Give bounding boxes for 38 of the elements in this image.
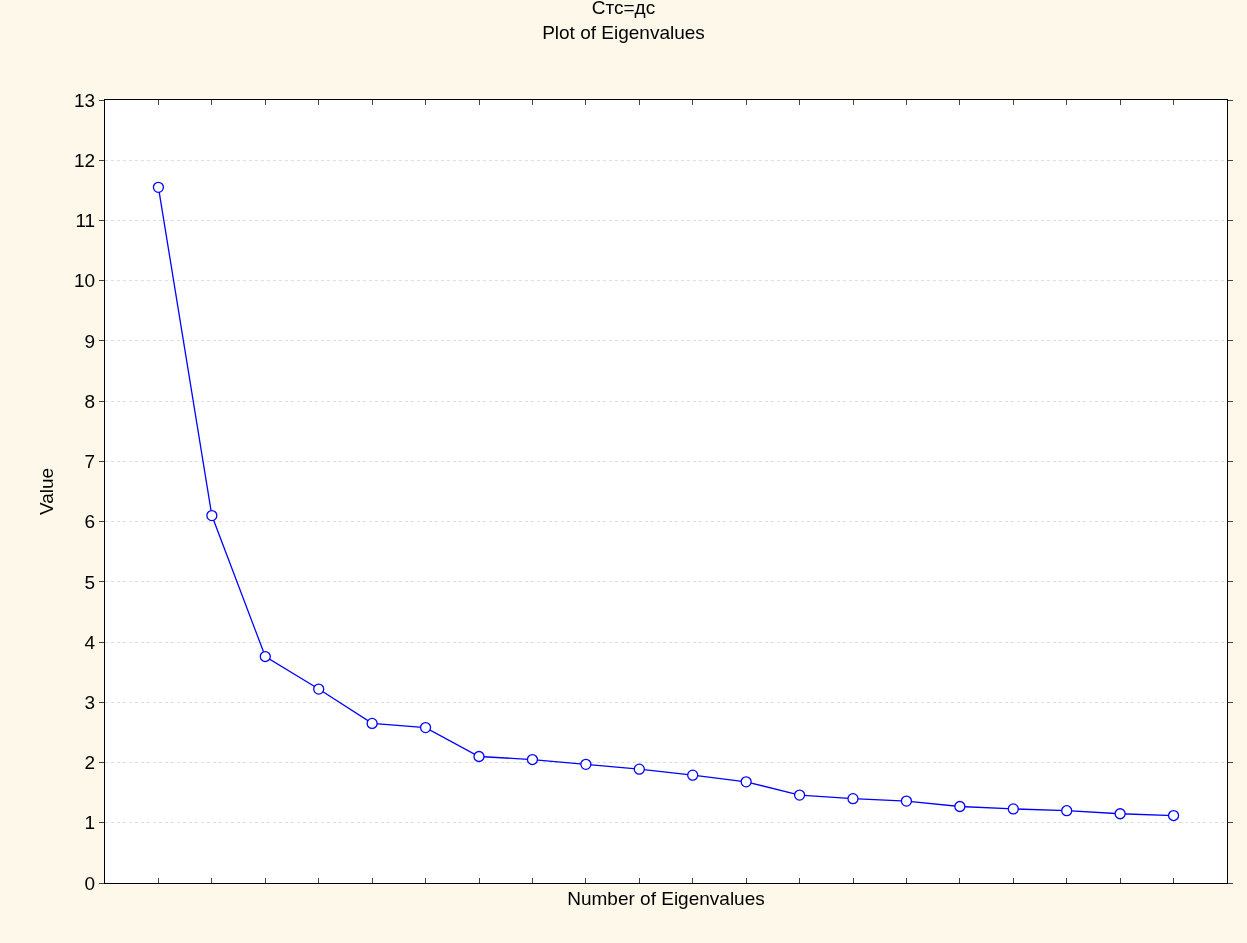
y-axis-title: Value: [35, 467, 57, 516]
y-tick-label: 9: [84, 330, 96, 352]
y-tick-label: 5: [84, 571, 96, 593]
point: [1061, 805, 1073, 817]
point: [152, 181, 165, 193]
point: [206, 509, 218, 522]
point: [366, 717, 378, 730]
y-tick-label: 8: [84, 390, 96, 412]
point: [740, 776, 752, 788]
y-tick-label: 6: [84, 511, 96, 533]
point: [1167, 809, 1180, 822]
point: [900, 795, 913, 807]
point: [793, 789, 806, 801]
y-tick-label: 7: [84, 451, 96, 473]
point: [954, 800, 966, 813]
y-tick-label: 0: [84, 872, 96, 894]
point: [313, 683, 325, 695]
point: [259, 650, 271, 663]
point: [633, 763, 645, 775]
point: [526, 753, 539, 766]
point: [1007, 803, 1019, 815]
point: [687, 769, 699, 781]
y-tick-label: 10: [74, 270, 96, 292]
point: [580, 758, 592, 770]
point: [847, 793, 859, 805]
y-tick-label: 13: [74, 89, 96, 111]
point: [473, 750, 485, 763]
y-tick-label: 1: [84, 812, 96, 834]
chart-subtitle: Plot of Eigenvalues: [542, 21, 705, 43]
point: [1114, 808, 1126, 820]
y-tick-label: 11: [75, 210, 96, 232]
y-tick-label: 12: [74, 149, 96, 171]
y-tick-label: 4: [84, 631, 96, 653]
x-axis-title: Number of Eigenvalues: [567, 887, 765, 909]
y-tick-label: 3: [84, 691, 96, 713]
point: [419, 721, 432, 734]
y-tick-label: 2: [84, 752, 96, 774]
chart-title: Стс=дс: [591, 0, 656, 19]
